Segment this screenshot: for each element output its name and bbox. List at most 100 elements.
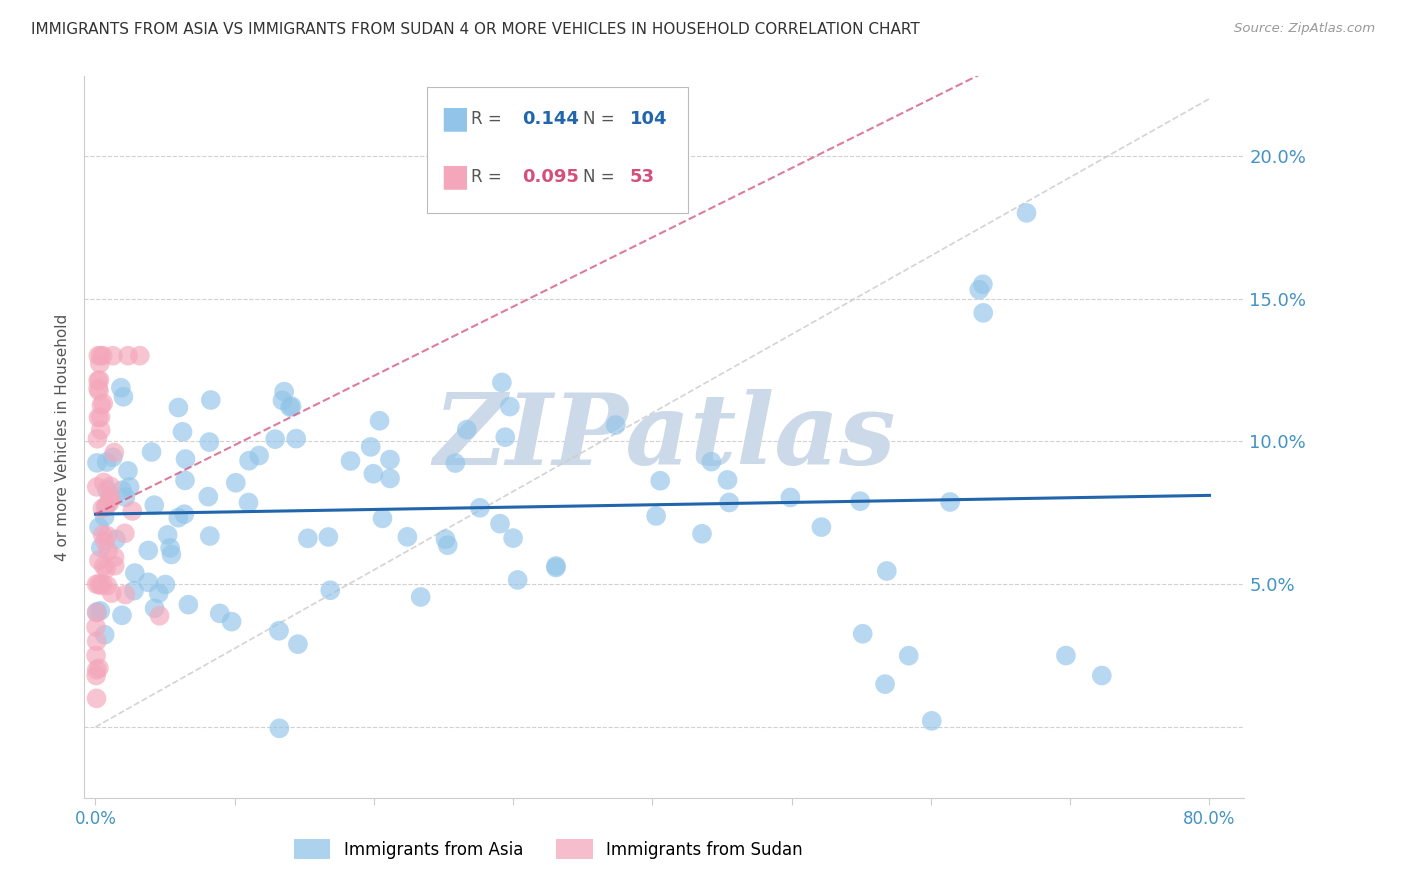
Point: [87, 410, 110, 425]
Point: [84, 648, 107, 663]
Text: 104: 104: [630, 111, 666, 128]
Point: [434, 532, 457, 546]
Point: [650, 474, 672, 488]
Point: [94, 534, 117, 549]
Point: [90, 398, 112, 412]
Point: [118, 480, 141, 494]
Point: [96, 579, 118, 593]
Point: [897, 648, 920, 663]
Point: [972, 277, 994, 292]
Point: [103, 445, 125, 459]
Point: [264, 432, 287, 446]
Point: [112, 390, 135, 404]
Point: [876, 564, 898, 578]
Point: [143, 498, 166, 512]
Point: [221, 615, 243, 629]
Point: [87, 661, 110, 675]
Point: [110, 381, 132, 395]
Point: [93, 509, 115, 524]
Point: [87, 382, 110, 396]
Point: [605, 417, 627, 432]
Point: [91, 349, 114, 363]
Point: [208, 607, 231, 621]
Point: [396, 530, 419, 544]
Point: [506, 573, 529, 587]
Point: [101, 450, 124, 465]
Point: [167, 401, 190, 415]
Point: [111, 483, 134, 498]
Point: [287, 637, 309, 651]
Point: [96, 483, 118, 497]
Point: [87, 577, 110, 591]
Legend: Immigrants from Asia, Immigrants from Sudan: Immigrants from Asia, Immigrants from Su…: [294, 839, 803, 859]
Point: [143, 601, 166, 615]
Point: [456, 423, 478, 437]
Point: [87, 374, 110, 388]
Point: [117, 349, 139, 363]
Point: [491, 376, 513, 390]
Point: [1054, 648, 1077, 663]
Point: [117, 464, 139, 478]
Text: Source: ZipAtlas.com: Source: ZipAtlas.com: [1234, 22, 1375, 36]
Text: IMMIGRANTS FROM ASIA VS IMMIGRANTS FROM SUDAN 4 OR MORE VEHICLES IN HOUSEHOLD CO: IMMIGRANTS FROM ASIA VS IMMIGRANTS FROM …: [31, 22, 920, 37]
Point: [98, 495, 121, 509]
Point: [174, 452, 197, 467]
Point: [436, 538, 458, 552]
Point: [136, 543, 159, 558]
Text: 0.144: 0.144: [522, 111, 578, 128]
Point: [875, 677, 897, 691]
Point: [87, 520, 110, 534]
Point: [86, 456, 108, 470]
Point: [269, 722, 291, 736]
Point: [124, 566, 146, 580]
Point: [86, 691, 108, 706]
Text: 53: 53: [630, 168, 655, 186]
Point: [111, 608, 134, 623]
Point: [368, 414, 391, 428]
Point: [86, 606, 108, 620]
Point: [444, 456, 467, 470]
Point: [148, 586, 170, 600]
FancyBboxPatch shape: [426, 87, 688, 213]
Y-axis label: 4 or more Vehicles in Household: 4 or more Vehicles in Household: [55, 313, 70, 561]
Point: [86, 605, 108, 619]
Point: [136, 575, 159, 590]
Point: [378, 452, 401, 467]
Point: [86, 634, 108, 648]
Point: [122, 583, 145, 598]
Point: [159, 541, 181, 555]
Point: [87, 349, 110, 363]
Point: [155, 577, 177, 591]
Point: [318, 530, 340, 544]
Point: [104, 533, 127, 547]
Point: [238, 495, 260, 509]
Point: [114, 588, 136, 602]
Point: [89, 373, 111, 387]
Point: [645, 508, 668, 523]
Point: [86, 432, 108, 446]
Point: [86, 577, 108, 591]
Point: [852, 626, 875, 640]
Point: [114, 490, 136, 504]
Point: [810, 520, 832, 534]
Point: [86, 480, 108, 494]
Point: [499, 400, 522, 414]
Text: R =: R =: [471, 111, 506, 128]
Point: [271, 393, 294, 408]
Point: [339, 454, 361, 468]
Point: [273, 384, 295, 399]
Text: ■: ■: [440, 104, 470, 134]
Point: [967, 283, 990, 297]
Point: [167, 510, 190, 524]
Point: [100, 586, 122, 600]
Point: [700, 455, 723, 469]
Point: [939, 495, 962, 509]
Point: [89, 356, 111, 370]
Point: [100, 479, 122, 493]
Point: [972, 306, 994, 320]
Point: [87, 384, 110, 398]
Point: [177, 598, 200, 612]
Point: [468, 500, 491, 515]
Point: [91, 501, 114, 516]
Point: [297, 531, 319, 545]
